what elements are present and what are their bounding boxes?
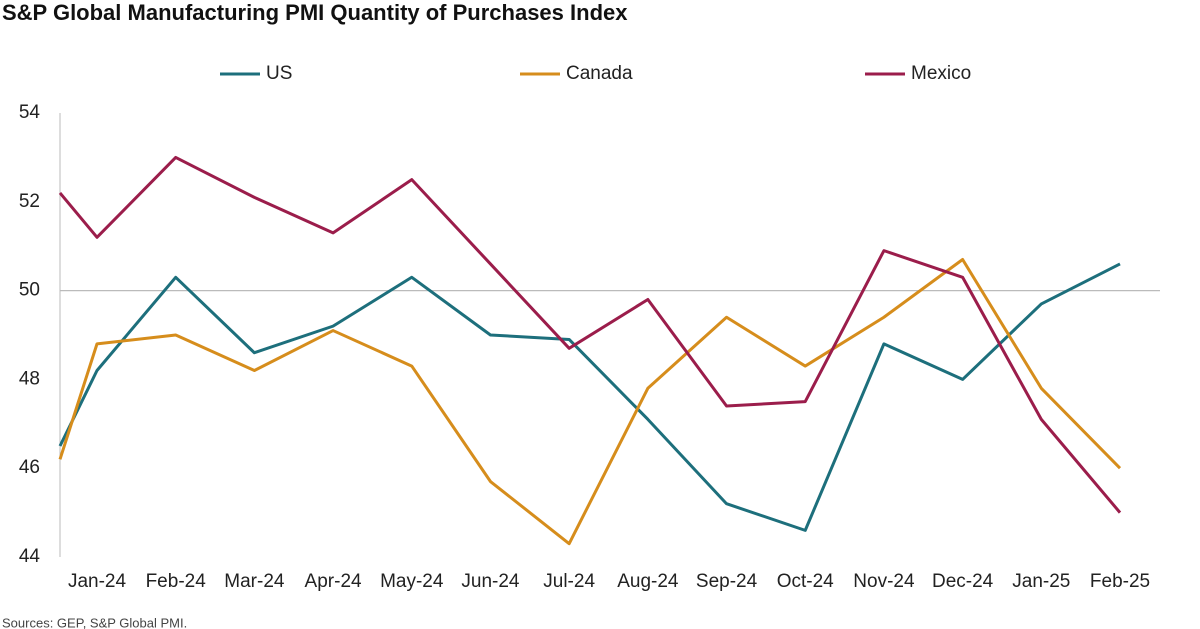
x-tick-label: Mar-24 xyxy=(224,571,285,592)
y-tick-label: 48 xyxy=(19,368,40,389)
series-line xyxy=(58,262,1121,532)
x-tick-label: Jan-25 xyxy=(1012,571,1070,592)
series-line xyxy=(58,258,1122,546)
x-tick-label: Jul-24 xyxy=(543,571,595,592)
x-tick-label: Aug-24 xyxy=(617,571,679,592)
x-tick-label: Dec-24 xyxy=(932,571,994,592)
y-tick-label: 46 xyxy=(19,457,40,478)
x-tick-label: Oct-24 xyxy=(777,571,834,592)
y-tick-label: 54 xyxy=(19,102,41,123)
x-tick-label: Feb-24 xyxy=(146,571,207,592)
y-tick-label: 50 xyxy=(19,280,40,301)
legend-label: US xyxy=(266,63,292,84)
x-tick-label: Feb-25 xyxy=(1090,571,1150,592)
legend-label: Mexico xyxy=(911,63,971,84)
series-line xyxy=(58,155,1122,514)
y-tick-label: 44 xyxy=(19,546,41,567)
x-tick-label: Jan-24 xyxy=(68,571,127,592)
source-note: Sources: GEP, S&P Global PMI. xyxy=(2,615,187,629)
x-tick-label: Apr-24 xyxy=(305,571,362,592)
x-tick-label: May-24 xyxy=(380,571,444,592)
y-tick-label: 52 xyxy=(19,191,40,212)
x-tick-label: Jun-24 xyxy=(461,571,520,592)
chart-title: S&P Global Manufacturing PMI Quantity of… xyxy=(2,0,628,25)
x-tick-label: Nov-24 xyxy=(853,571,915,592)
x-tick-label: Sep-24 xyxy=(696,571,758,592)
legend-label: Canada xyxy=(566,63,633,84)
